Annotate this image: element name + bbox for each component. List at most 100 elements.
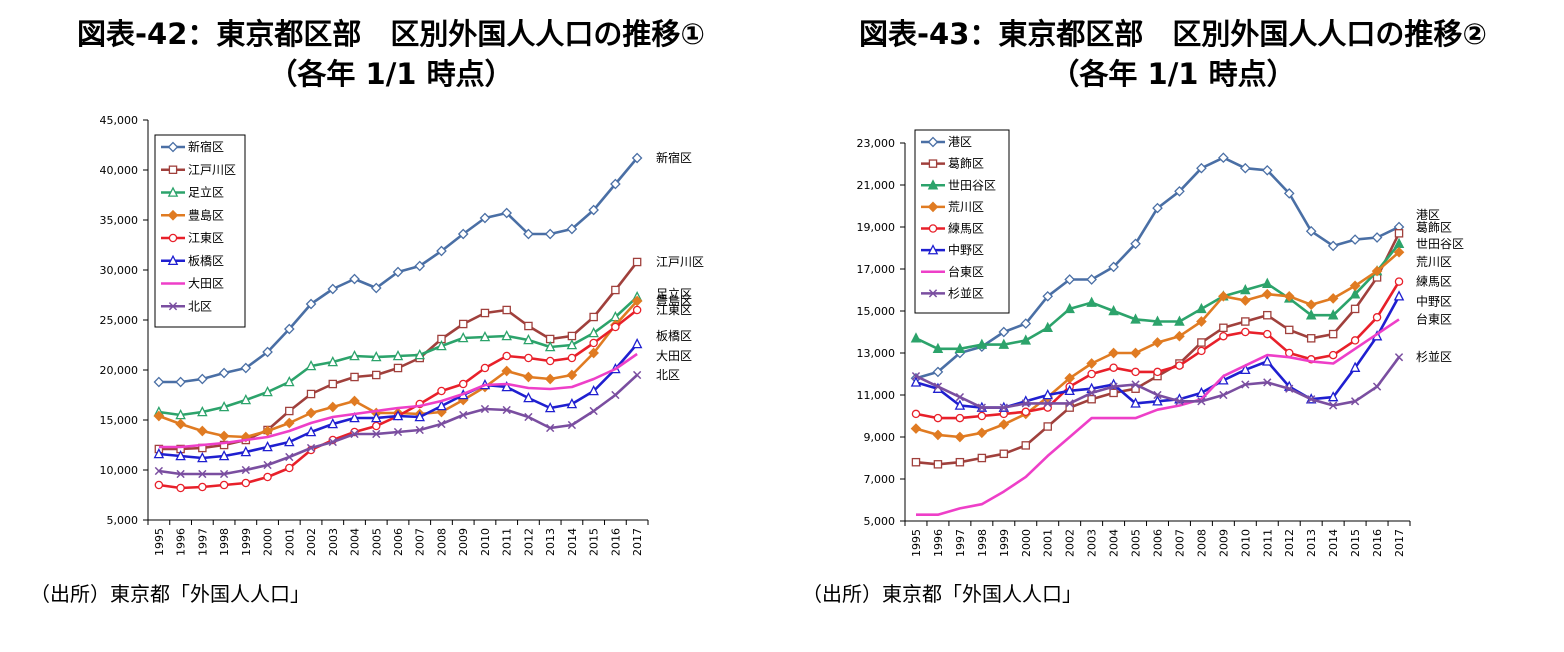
data-point [566,223,578,235]
data-point [480,404,490,414]
data-point [933,413,943,423]
series-end-label: 北区 [656,368,680,382]
data-point [589,406,598,416]
series-end-label: 港区 [1416,208,1440,222]
data-point [567,353,577,363]
legend-label: 葛飾区 [948,157,984,171]
data-point [977,453,987,463]
data-point [1240,295,1251,306]
data-point [631,152,643,164]
x-tick-label: 2013 [1305,529,1318,557]
data-point [153,447,165,459]
data-point [240,431,252,443]
x-tick-label: 2004 [349,528,362,556]
legend-marker [927,136,939,148]
legend-label: 足立区 [188,185,224,200]
data-point [218,367,230,379]
data-point [262,385,273,397]
data-point [632,305,642,315]
series-end-label: 荒川区 [1416,255,1452,269]
x-tick-label: 2016 [609,528,622,556]
x-tick-label: 2003 [1086,529,1099,557]
data-point [1130,347,1141,359]
y-tick-label: 7,000 [864,473,896,486]
data-point [219,440,229,450]
data-point [305,425,317,437]
data-point [1086,296,1097,307]
x-tick-label: 2009 [457,528,470,556]
data-point [263,460,272,470]
data-point [479,212,491,224]
data-point [306,443,316,453]
line-chart-2: 5,000 7,000 9,000 11,000 13,000 15,000 17,000 1… [857,129,1464,557]
y-tick-label: 13,000 [857,347,896,360]
data-point [1021,407,1031,417]
data-point [197,451,208,463]
x-tick-label: 2006 [1152,529,1165,557]
data-point [932,429,944,441]
data-point [1261,288,1273,300]
data-point [954,342,966,354]
data-point [1043,399,1052,408]
y-tick-label: 35,000 [100,214,139,227]
data-point [1262,277,1273,288]
data-point [524,353,533,363]
data-point [1306,334,1316,343]
x-tick-label: 1995 [153,528,166,556]
series-line-北区 [158,374,638,476]
x-tick-label: 2011 [501,528,514,556]
data-point [1175,361,1184,370]
data-point [1240,162,1251,174]
data-point [1108,261,1119,273]
x-tick-label: 2005 [1130,529,1143,557]
data-point [1108,304,1119,316]
data-point [437,419,446,429]
data-point [1349,234,1361,245]
data-point [545,356,555,366]
data-point [502,405,511,415]
data-point [632,370,642,380]
data-point [1130,397,1141,408]
data-point [350,429,359,439]
x-tick-label: 2008 [1195,529,1208,557]
data-point [284,435,295,447]
data-point [566,338,578,350]
data-point [1109,363,1118,372]
legend-label: 中野区 [948,242,984,257]
data-point [283,323,295,335]
data-point [977,411,987,421]
data-point [436,339,447,351]
data-point [523,391,534,403]
data-point [1131,380,1140,389]
data-point [976,338,988,349]
data-point [911,409,921,419]
data-point [457,331,469,343]
x-tick-label: 1995 [910,529,923,557]
data-point [415,425,424,435]
legend-marker [167,209,179,221]
y-tick-label: 45,000 [100,114,139,127]
data-point [588,204,599,216]
data-point [1261,164,1273,176]
data-point [1087,394,1096,404]
series-end-label: 板橋区 [656,329,692,343]
data-point [566,397,578,409]
data-point [911,371,921,381]
series-end-label: 葛飾区 [1416,220,1452,234]
data-point [502,351,511,361]
x-tick-label: 2011 [1261,529,1274,557]
data-point [176,483,185,493]
data-point [1196,302,1207,314]
data-point [523,228,534,240]
data-point [305,359,317,371]
legend-marker [927,179,939,190]
legend-marker [168,302,178,311]
x-tick-label: 2010 [1239,529,1252,557]
y-tick-label: 5,000 [864,515,896,528]
data-point [1350,304,1360,314]
x-tick-label: 1999 [240,528,253,556]
legend-label: 新宿区 [188,139,224,154]
data-point [955,457,965,467]
data-point [611,285,620,295]
data-point [1043,422,1052,431]
